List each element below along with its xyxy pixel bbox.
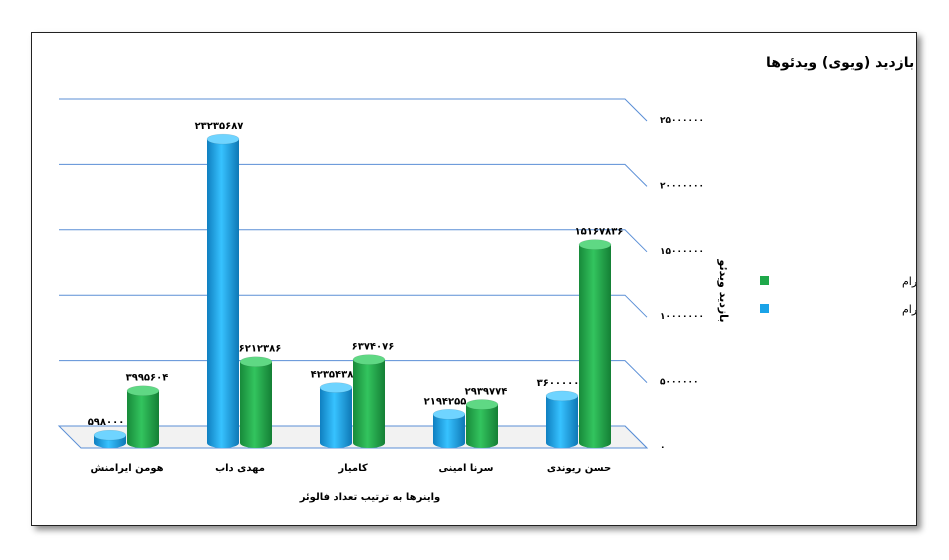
data-label: ۳۹۹۵۶۰۴ xyxy=(126,373,169,384)
chart-frame: نمودار۳: مقایسه واینرها قبل و بعد از فیل… xyxy=(31,32,917,526)
bar xyxy=(465,399,499,448)
y-tick-label: ۱۰۰۰۰۰۰۰ xyxy=(660,312,704,322)
gridline xyxy=(59,163,648,187)
legend-item: بازدید بعد از فیلتر اینستاگرام xyxy=(760,303,916,316)
y-axis-title: بازدید ویدئو xyxy=(717,259,730,323)
bar xyxy=(432,409,466,448)
x-tick-label: حسن ریوندی xyxy=(547,463,611,474)
bars-layer xyxy=(93,133,612,448)
y-tick-label: ۱۵۰۰۰۰۰۰ xyxy=(660,247,704,257)
bar xyxy=(352,354,386,448)
data-label: ۵۹۸۰۰۰ xyxy=(88,417,125,428)
data-label: ۱۵۱۶۷۸۳۶ xyxy=(575,227,624,238)
bar xyxy=(93,429,127,448)
gridline xyxy=(59,294,648,318)
x-axis-title: واینرها به ترتیب تعداد فالوئر xyxy=(299,492,441,503)
y-tick-label: ۵۰۰۰۰۰۰ xyxy=(660,378,698,388)
data-label: ۶۳۷۴۰۷۶ xyxy=(352,342,395,353)
data-label: ۲۳۲۳۵۶۸۷ xyxy=(195,121,244,132)
bar xyxy=(126,385,160,448)
y-tick-label: ۲۰۰۰۰۰۰۰ xyxy=(660,181,704,191)
legend-item: بازدید قبل از فیلتر اینستاگرام xyxy=(760,275,916,288)
data-label: ۲۹۳۹۷۷۴ xyxy=(465,387,508,398)
gridline xyxy=(59,98,648,122)
x-tick-label: مهدی داب xyxy=(215,463,265,474)
legend-label: بازدید قبل از فیلتر اینستاگرام xyxy=(902,275,916,288)
bar xyxy=(319,382,353,448)
data-label: ۴۲۳۵۴۳۸ xyxy=(311,370,354,381)
legend: بازدید قبل از فیلتر اینستاگرام بازدید بعد… xyxy=(760,275,916,316)
data-label: ۲۱۹۴۲۵۵ xyxy=(424,396,467,407)
bar xyxy=(545,390,579,448)
data-label: ۳۶۰۰۰۰۰ xyxy=(537,378,580,389)
legend-label: بازدید بعد از فیلتر اینستاگرام xyxy=(902,303,916,316)
bar xyxy=(578,239,612,448)
bar xyxy=(239,356,273,448)
legend-swatch xyxy=(760,304,769,313)
x-tick-label: هومن ایرامنش xyxy=(90,463,163,474)
bar xyxy=(206,133,240,448)
gridline xyxy=(59,229,648,253)
labels-layer: ۵۹۸۰۰۰ ۳۹۹۵۶۰۴ هومن ایرامنش ۲۳۲۳۵۶۸۷ ۶۲۱۲۳۸۶… xyxy=(88,121,624,474)
chart-title: نمودار۳: مقایسه واینرها قبل و بعد از فیل… xyxy=(766,54,916,71)
x-tick-label: سرنا امینی xyxy=(439,463,494,474)
chart-canvas: نمودار۳: مقایسه واینرها قبل و بعد از فیل… xyxy=(57,54,916,503)
x-tick-label: کامیار xyxy=(337,463,368,474)
y-tick-label: ۰ xyxy=(660,443,666,453)
legend-swatch xyxy=(760,276,769,285)
data-label: ۶۲۱۲۳۸۶ xyxy=(239,344,282,355)
y-tick-label: ۲۵۰۰۰۰۰۰ xyxy=(660,116,704,126)
